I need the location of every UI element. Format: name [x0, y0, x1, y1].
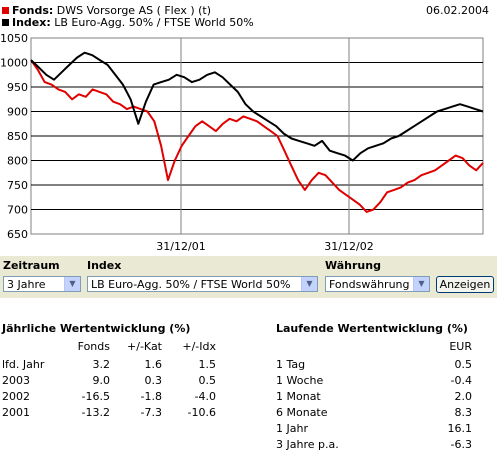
- chart-date: 06.02.2004: [426, 4, 489, 17]
- running-row-value: 0.5: [454, 358, 473, 371]
- annual-row-value: -7.3: [140, 406, 162, 419]
- zeitraum-select[interactable]: 3 Jahre ▼: [3, 276, 81, 292]
- running-row-value: 8.3: [454, 406, 473, 419]
- annual-row-value: 0.3: [144, 374, 163, 387]
- running-row-value: -6.3: [450, 438, 472, 451]
- running-row-label: 1 Tag: [276, 358, 306, 371]
- chart-svg: 1050 1000 950 900 850 800 750 700 650 31/12/01 31/…: [0, 32, 484, 253]
- fund-color-swatch: [2, 7, 9, 14]
- annual-row-label: 2001: [2, 406, 30, 419]
- anzeigen-button[interactable]: Anzeigen: [436, 276, 494, 293]
- running-row-label: 1 Jahr: [276, 422, 308, 435]
- running-header-eur: EUR: [449, 340, 472, 353]
- y-tick-label: 1050: [0, 32, 28, 45]
- x-tick-label: 31/12/01: [156, 240, 205, 253]
- annual-row-value: -4.0: [194, 390, 216, 403]
- chevron-down-icon[interactable]: ▼: [301, 277, 317, 291]
- annual-performance-table: Jährliche Wertentwicklung (%) Fonds +/-K…: [2, 322, 242, 422]
- chart-header: Fonds: DWS Vorsorge AS ( Flex ) (t) Inde…: [0, 0, 497, 30]
- chevron-down-icon[interactable]: ▼: [64, 277, 80, 291]
- y-tick-label: 650: [7, 228, 28, 241]
- x-tick-label: 31/12/02: [324, 240, 373, 253]
- running-row-label: 6 Monate: [276, 406, 328, 419]
- series-line-index: [30, 51, 484, 162]
- index-color-swatch: [2, 19, 9, 26]
- running-row-value: -0.4: [450, 374, 472, 387]
- annual-title: Jährliche Wertentwicklung (%): [2, 322, 191, 335]
- y-tick-label: 950: [7, 81, 28, 94]
- zeitraum-value: 3 Jahre: [7, 278, 46, 291]
- fund-name: DWS Vorsorge AS ( Flex ) (t): [56, 4, 212, 17]
- series-line-fonds: [30, 59, 484, 213]
- annual-header-idx: +/-Idx: [182, 340, 216, 353]
- performance-chart: 1050 1000 950 900 850 800 750 700 650 31/12/01 31/…: [0, 30, 497, 256]
- index-label: Index:: [12, 16, 51, 29]
- waehrung-value: Fondswährung: [329, 278, 410, 291]
- zeitraum-label: Zeitraum: [3, 259, 60, 272]
- y-tick-label: 700: [7, 204, 28, 217]
- y-tick-label: 800: [7, 155, 28, 168]
- annual-row-value: 1.6: [144, 358, 163, 371]
- y-tick-label: 900: [7, 106, 28, 119]
- annual-header-fonds: Fonds: [77, 340, 110, 353]
- annual-header-kat: +/-Kat: [127, 340, 162, 353]
- annual-row-label: lfd. Jahr: [2, 358, 45, 371]
- annual-row-value: 1.5: [198, 358, 217, 371]
- index-select[interactable]: LB Euro-Agg. 50% / FTSE World 50% ▼: [87, 276, 318, 292]
- annual-row-label: 2003: [2, 374, 30, 387]
- running-row-label: 3 Jahre p.a.: [276, 438, 339, 451]
- index-value: LB Euro-Agg. 50% / FTSE World 50%: [91, 278, 291, 291]
- waehrung-label: Währung: [325, 259, 381, 272]
- annual-row-value: 3.2: [92, 358, 111, 371]
- annual-row-value: -1.8: [140, 390, 162, 403]
- annual-row-value: -16.5: [81, 390, 110, 403]
- annual-row-value: -10.6: [187, 406, 216, 419]
- running-title: Laufende Wertentwicklung (%): [276, 322, 468, 335]
- index-select-label: Index: [87, 259, 122, 272]
- running-row-label: 1 Monat: [276, 390, 321, 403]
- y-tick-label: 750: [7, 179, 28, 192]
- chevron-down-icon[interactable]: ▼: [413, 277, 429, 291]
- y-tick-label: 1000: [0, 57, 28, 70]
- y-tick-label: 850: [7, 130, 28, 143]
- running-row-label: 1 Woche: [276, 374, 324, 387]
- controls-panel: Zeitraum Index Währung 3 Jahre ▼ LB Euro…: [0, 256, 497, 298]
- fund-label: Fonds:: [12, 4, 54, 17]
- running-row-value: 2.0: [454, 390, 473, 403]
- running-performance-table: Laufende Wertentwicklung (%) EUR 1 Tag 0.…: [276, 322, 476, 452]
- running-row-value: 16.1: [447, 422, 473, 435]
- annual-row-value: 0.5: [198, 374, 217, 387]
- index-legend: Index: LB Euro-Agg. 50% / FTSE World 50%: [2, 16, 254, 29]
- annual-row-value: -13.2: [81, 406, 110, 419]
- waehrung-select[interactable]: Fondswährung ▼: [325, 276, 430, 292]
- fund-legend: Fonds: DWS Vorsorge AS ( Flex ) (t): [2, 4, 211, 17]
- annual-row-label: 2002: [2, 390, 30, 403]
- index-name: LB Euro-Agg. 50% / FTSE World 50%: [54, 16, 254, 29]
- annual-row-value: 9.0: [92, 374, 111, 387]
